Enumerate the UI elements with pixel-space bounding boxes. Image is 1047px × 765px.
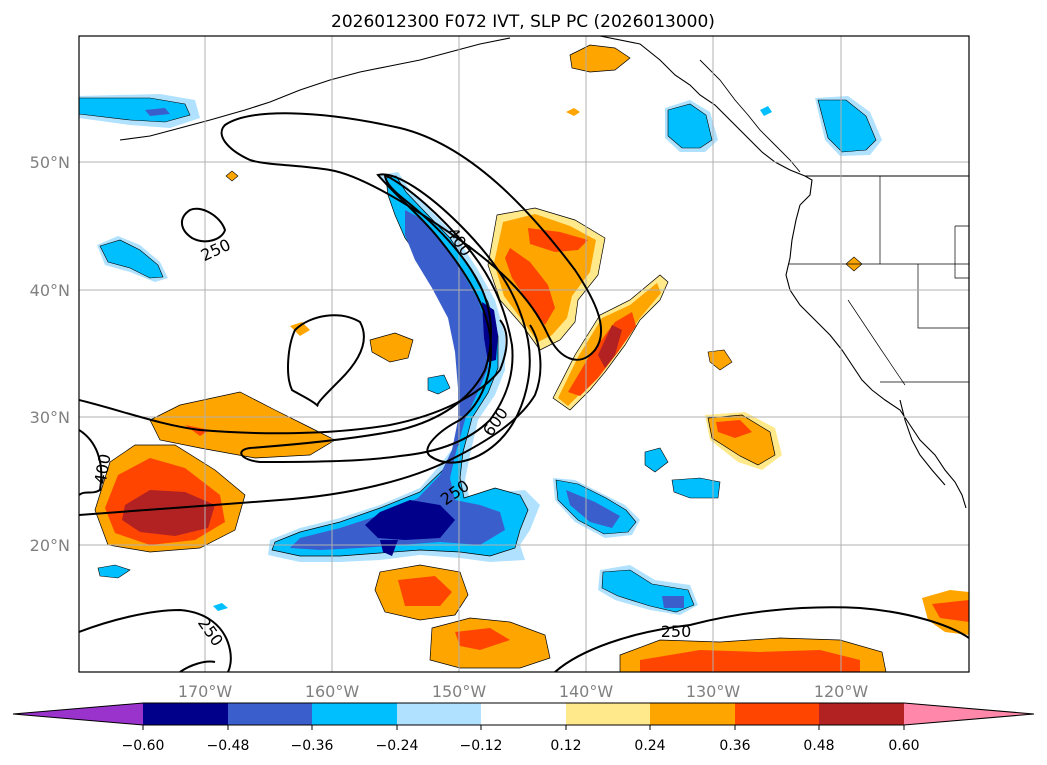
colorbar-tick-label: −0.60 xyxy=(122,738,165,754)
ivt-neg-north-a-core xyxy=(667,103,713,149)
bc-coast xyxy=(699,59,801,173)
state-line-6 xyxy=(954,225,969,279)
map-content: 250 400 600 250 400 250 250 xyxy=(79,36,969,672)
contour-250-upper xyxy=(220,112,603,361)
ivt-neg-arc-small-navy xyxy=(380,540,398,556)
lat-label: 30°N xyxy=(30,408,70,427)
colorbar-tick-label: −0.36 xyxy=(291,738,334,754)
colorbar: −0.60 −0.48 −0.36 −0.24 −0.12 0.12 0.24 … xyxy=(12,702,1035,754)
contour-400-west xyxy=(79,429,103,496)
map-frame xyxy=(78,35,970,673)
us-west-coast xyxy=(785,204,967,509)
colorbar-tick-label: 0.24 xyxy=(634,738,665,754)
ivt-neg-nw-core xyxy=(79,97,191,123)
slp-contours xyxy=(79,112,969,672)
ivt-pos-west-center xyxy=(149,391,336,459)
ivt-neg-east-b xyxy=(671,477,721,499)
colorbar-segment xyxy=(228,703,312,725)
ivt-pos-small-d xyxy=(566,108,580,116)
contour-small-south xyxy=(179,660,216,672)
ivt-neg-arc-blue xyxy=(290,210,505,550)
gridlines xyxy=(79,36,969,672)
ivt-pos-small-a xyxy=(290,322,310,336)
alaska-coast xyxy=(599,36,813,206)
latitude-labels: 50°N 40°N 30°N 20°N xyxy=(30,153,70,555)
ivt-neg-small-d xyxy=(97,564,131,579)
ivt-neg-small-c xyxy=(427,374,451,395)
ivt-pos-small-b xyxy=(707,349,733,371)
map-background xyxy=(79,36,969,672)
ivt-positive-fields xyxy=(94,44,969,672)
colorbar-segment xyxy=(397,703,481,725)
ivt-pos-mid-south-red xyxy=(398,576,452,606)
ivt-neg-nw-blue xyxy=(145,108,170,116)
longitude-labels: 170°W 160°W 150°W 140°W 130°W 120°W xyxy=(178,682,869,701)
lon-label: 170°W xyxy=(178,682,233,701)
colorbar-tick-label: −0.24 xyxy=(376,738,419,754)
ivt-pos-north xyxy=(569,44,631,73)
colorbar-segment xyxy=(904,703,1034,725)
lon-label: 160°W xyxy=(305,682,360,701)
ivt-pos-ar-tail-max xyxy=(598,325,622,368)
ivt-pos-center-small xyxy=(369,332,414,363)
ivt-pos-ne-pacific-top xyxy=(528,228,588,252)
colorbar-segment xyxy=(735,703,819,725)
aleutians xyxy=(119,37,511,141)
colorbar-segment xyxy=(566,703,650,725)
ivt-neg-west-blob-core xyxy=(99,239,164,279)
colorbar-segment xyxy=(481,703,566,725)
lat-label: 20°N xyxy=(30,536,70,555)
ivt-pos-ne-pacific-max xyxy=(505,248,555,325)
ivt-pos-southeast-red xyxy=(640,650,860,672)
ivt-neg-east-a xyxy=(644,447,669,473)
ivt-neg-small-f xyxy=(760,106,772,116)
state-line-3 xyxy=(917,264,969,329)
lon-label: 140°W xyxy=(559,682,614,701)
lat-label: 40°N xyxy=(30,281,70,300)
ivt-pos-south-center-red xyxy=(455,628,510,650)
contour-inner-loop xyxy=(287,314,365,407)
ivt-pos-small-c xyxy=(225,170,239,182)
colorbar-ticks xyxy=(142,725,905,730)
ivt-neg-center-east-blue xyxy=(566,490,620,528)
ivt-pos-west-sw-max xyxy=(122,490,215,536)
colorbar-segment xyxy=(650,703,735,725)
contour-outer-sw xyxy=(79,324,542,516)
ivt-neg-arc-navy-south xyxy=(365,500,455,540)
contour-250-southeast xyxy=(554,606,969,672)
contour-400-mid xyxy=(376,173,531,464)
colorbar-tick-label: 0.12 xyxy=(550,738,581,754)
colorbar-segment xyxy=(312,703,397,725)
lon-label: 120°W xyxy=(814,682,869,701)
colorbar-segment xyxy=(143,703,228,725)
state-line-4 xyxy=(847,299,906,386)
colorbar-tick-label: −0.48 xyxy=(207,738,250,754)
ivt-neg-small-e xyxy=(213,603,228,611)
contour-600 xyxy=(240,173,514,464)
ivt-pos-east-mid-red xyxy=(716,420,752,438)
colorbar-segment xyxy=(13,703,143,725)
contour-label: 250 xyxy=(661,622,692,641)
ivt-neg-south-east-blue xyxy=(662,596,684,608)
contour-outer-sw-2 xyxy=(79,319,508,435)
colorbar-tick-label: 0.60 xyxy=(888,738,919,754)
figure-title: 2026012300 F072 IVT, SLP PC (2026013000) xyxy=(331,12,715,32)
contour-250-west xyxy=(181,207,227,243)
lon-label: 130°W xyxy=(686,682,741,701)
colorbar-segment xyxy=(819,703,904,725)
colorbar-tick-label: 0.36 xyxy=(719,738,750,754)
lon-label: 150°W xyxy=(432,682,487,701)
colorbar-tick-label: −0.12 xyxy=(460,738,503,754)
contour-250-south xyxy=(79,608,232,672)
ivt-neg-north-b-core xyxy=(817,99,877,153)
coastlines xyxy=(119,36,969,509)
lat-label: 50°N xyxy=(30,153,70,172)
colorbar-tick-label: 0.48 xyxy=(803,738,834,754)
ivt-pos-far-east-red xyxy=(932,600,969,622)
